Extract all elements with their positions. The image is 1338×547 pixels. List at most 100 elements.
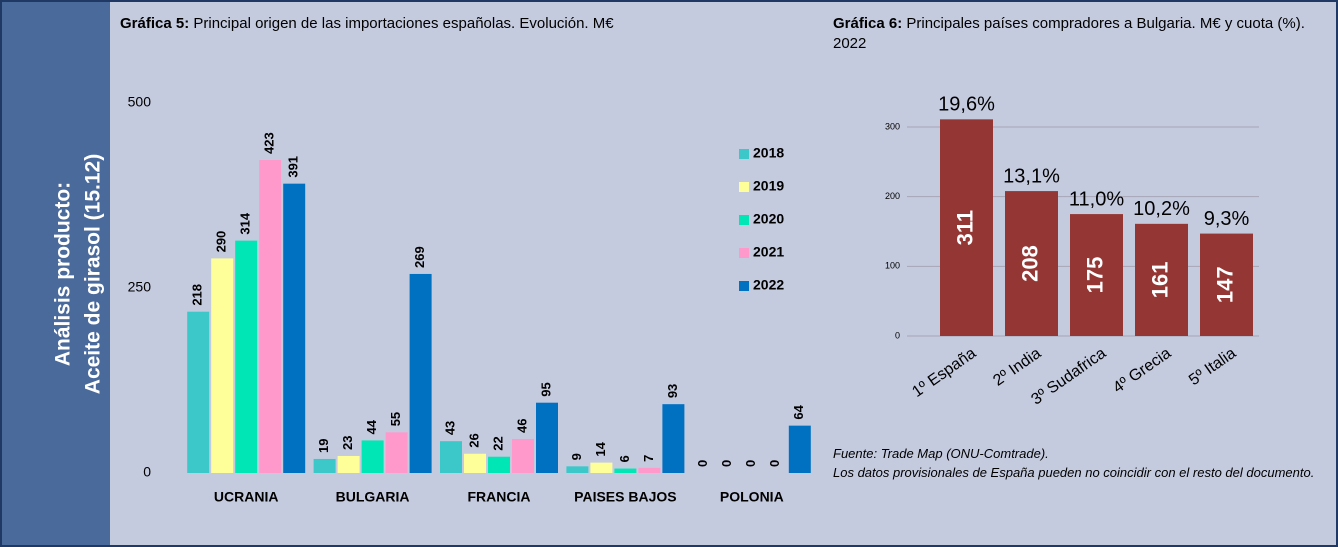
bar [536, 402, 558, 473]
value-label: 391 [286, 156, 301, 178]
bar [1200, 233, 1253, 336]
value-label: 311 [952, 210, 977, 246]
value-label: 269 [412, 246, 427, 268]
bar [385, 432, 408, 473]
title: Principal origen de las importaciones es… [193, 15, 614, 32]
value-label: 0 [719, 460, 734, 467]
y-tick-label: 250 [128, 279, 152, 295]
bar [488, 456, 510, 473]
bar [337, 455, 360, 473]
bar [566, 466, 589, 473]
bar [662, 404, 685, 473]
share-label: 13,1% [1003, 165, 1060, 187]
value-label: 9 [569, 453, 584, 460]
y-tick-label: 0 [143, 464, 151, 480]
legend-label: 2019 [753, 178, 784, 194]
x-tick-label: 1º España [909, 345, 979, 401]
bar [940, 119, 993, 336]
bar [1070, 214, 1123, 336]
value-label: 147 [1212, 266, 1237, 303]
sidebar-line: Aceite de girasol (15.12) [82, 154, 105, 394]
legend-label: 2020 [753, 211, 784, 227]
y-tick-label: 300 [885, 121, 900, 131]
legend-label: 2022 [753, 277, 784, 293]
title-prefix: Gráfica 6: [833, 15, 903, 32]
value-label: 208 [1017, 245, 1042, 282]
value-label: 218 [190, 284, 205, 306]
bar [1005, 191, 1058, 336]
value-label: 314 [238, 212, 253, 234]
sidebar-line: Análisis producto: [52, 182, 75, 366]
legend-swatch [739, 182, 749, 192]
bar [1135, 223, 1188, 336]
x-tick-label: FRANCIA [468, 489, 531, 505]
value-label: 7 [641, 455, 656, 462]
source: Fuente: Trade Map (ONU-Comtrade). [833, 446, 1049, 461]
x-tick-label: 5º Italia [1186, 345, 1239, 389]
y-tick-label: 100 [885, 261, 900, 271]
legend-swatch [739, 215, 749, 225]
note: Los datos provisionales de España pueden… [833, 465, 1315, 480]
share-label: 9,3% [1204, 208, 1250, 230]
bar [283, 183, 306, 473]
value-label: 161 [1147, 262, 1172, 299]
bar [409, 273, 432, 473]
value-label: 55 [388, 412, 403, 426]
value-label: 175 [1082, 257, 1107, 294]
value-label: 93 [665, 384, 680, 398]
bar [211, 258, 234, 473]
value-label: 22 [490, 436, 505, 450]
x-tick-label: BULGARIA [336, 489, 410, 505]
value-label: 19 [316, 438, 331, 452]
x-tick-label: 4º Grecia [1110, 345, 1174, 397]
bar [440, 441, 462, 473]
bar [512, 438, 534, 473]
legend-label: 2021 [753, 244, 784, 260]
value-label: 0 [767, 460, 782, 467]
bar [614, 468, 637, 473]
share-label: 10,2% [1133, 198, 1190, 220]
bar [638, 467, 661, 473]
value-label: 0 [743, 460, 758, 467]
y-tick-label: 500 [128, 94, 152, 110]
value-label: 290 [214, 231, 229, 253]
value-label: 95 [538, 382, 553, 396]
value-label: 46 [514, 418, 529, 432]
x-tick-label: 2º India [990, 345, 1044, 390]
y-tick-label: 0 [895, 330, 900, 340]
value-label: 14 [593, 441, 608, 456]
legend-label: 2018 [753, 145, 784, 161]
bar [788, 425, 811, 473]
bar [361, 440, 384, 473]
y-tick-label: 200 [885, 191, 900, 201]
bar [313, 458, 336, 473]
x-tick-label: POLONIA [720, 489, 784, 505]
value-label: 0 [695, 460, 710, 467]
bar [187, 311, 210, 473]
legend-swatch [739, 281, 749, 291]
bar [590, 462, 613, 473]
share-label: 11,0% [1069, 188, 1124, 210]
x-tick-label: PAISES BAJOS [574, 489, 676, 505]
x-tick-label: UCRANIA [214, 489, 279, 505]
legend-swatch [739, 149, 749, 159]
title-prefix: Gráfica 5: [120, 15, 190, 32]
share-label: 19,6% [938, 94, 995, 116]
value-label: 43 [442, 421, 457, 435]
title: Principales países compradores a Bulgari… [833, 15, 1305, 52]
value-label: 64 [791, 404, 806, 419]
legend-swatch [739, 248, 749, 258]
sidebar [2, 2, 110, 545]
bar [259, 159, 282, 474]
value-label: 6 [617, 455, 632, 462]
value-label: 26 [466, 433, 481, 447]
chart-title: Gráfica 5: Principal origen de las impor… [120, 14, 800, 34]
value-label: 423 [262, 132, 277, 154]
value-label: 44 [364, 419, 379, 434]
footnote: Fuente: Trade Map (ONU-Comtrade). Los da… [833, 444, 1328, 482]
bar [464, 453, 486, 473]
bar [235, 240, 258, 473]
chart-title: Gráfica 6: Principales países compradore… [833, 14, 1313, 54]
